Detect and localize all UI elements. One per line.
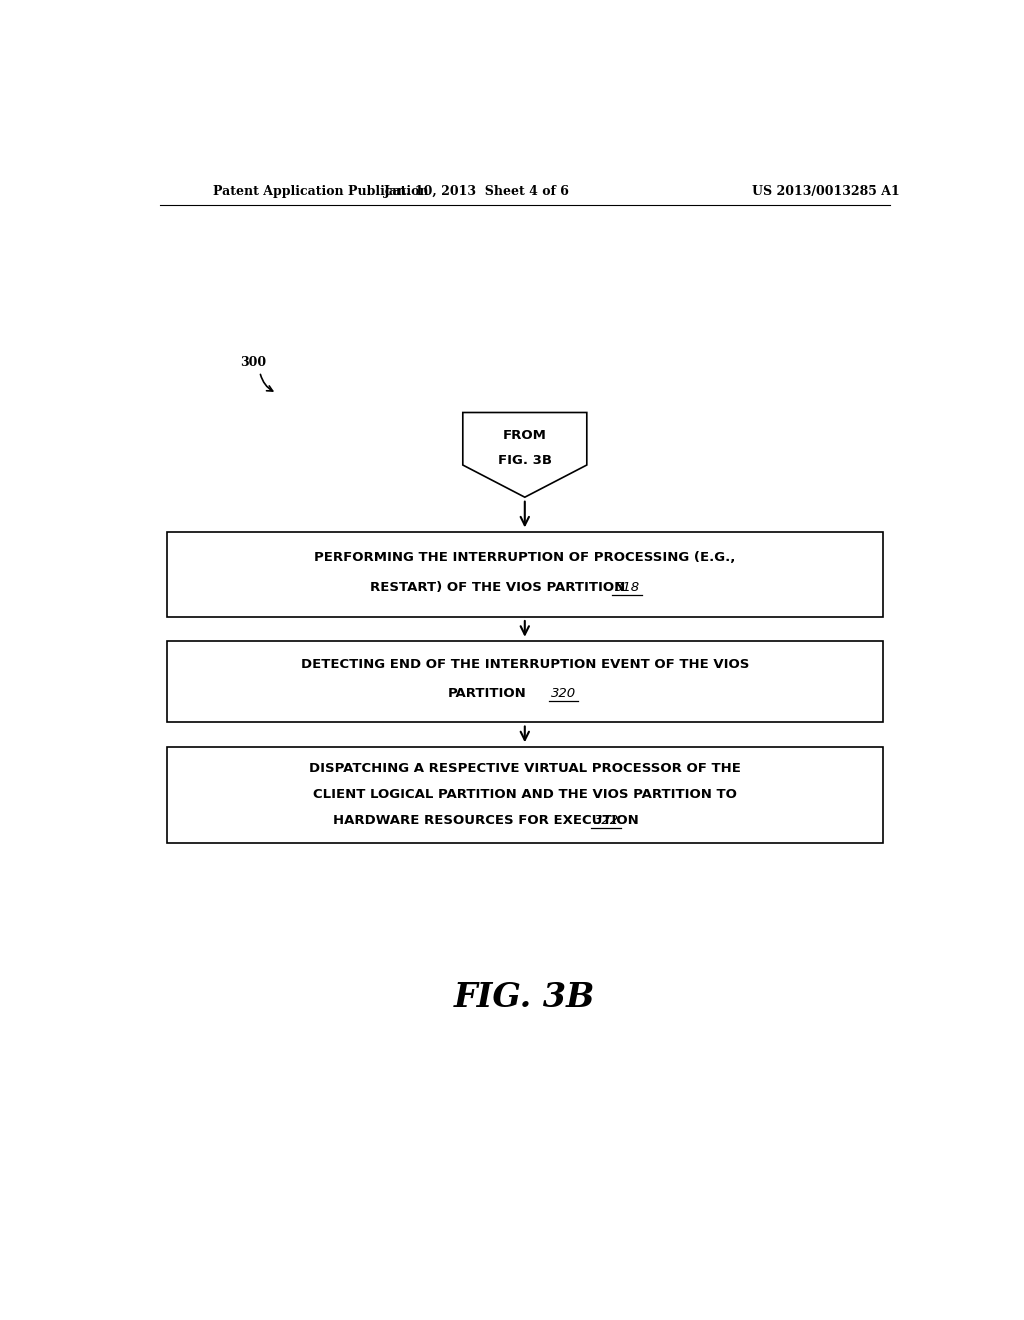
Text: US 2013/0013285 A1: US 2013/0013285 A1 bbox=[752, 185, 899, 198]
Text: Jan. 10, 2013  Sheet 4 of 6: Jan. 10, 2013 Sheet 4 of 6 bbox=[384, 185, 569, 198]
Text: 318: 318 bbox=[614, 581, 640, 594]
FancyBboxPatch shape bbox=[167, 532, 883, 616]
Text: DETECTING END OF THE INTERRUPTION EVENT OF THE VIOS: DETECTING END OF THE INTERRUPTION EVENT … bbox=[301, 657, 749, 671]
Text: 320: 320 bbox=[551, 686, 577, 700]
Text: FROM: FROM bbox=[503, 429, 547, 442]
Text: CLIENT LOGICAL PARTITION AND THE VIOS PARTITION TO: CLIENT LOGICAL PARTITION AND THE VIOS PA… bbox=[313, 788, 736, 801]
FancyBboxPatch shape bbox=[167, 747, 883, 843]
Text: DISPATCHING A RESPECTIVE VIRTUAL PROCESSOR OF THE: DISPATCHING A RESPECTIVE VIRTUAL PROCESS… bbox=[309, 762, 740, 775]
Text: HARDWARE RESOURCES FOR EXECUTION: HARDWARE RESOURCES FOR EXECUTION bbox=[333, 814, 639, 828]
FancyBboxPatch shape bbox=[167, 642, 883, 722]
Polygon shape bbox=[463, 413, 587, 498]
Text: 300: 300 bbox=[241, 356, 266, 370]
Text: PERFORMING THE INTERRUPTION OF PROCESSING (E.G.,: PERFORMING THE INTERRUPTION OF PROCESSIN… bbox=[314, 550, 735, 564]
Text: FIG. 3B: FIG. 3B bbox=[498, 454, 552, 467]
Text: PARTITION: PARTITION bbox=[449, 686, 527, 700]
Text: 322: 322 bbox=[594, 814, 618, 828]
Text: RESTART) OF THE VIOS PARTITION: RESTART) OF THE VIOS PARTITION bbox=[370, 581, 626, 594]
Text: Patent Application Publication: Patent Application Publication bbox=[213, 185, 429, 198]
Text: FIG. 3B: FIG. 3B bbox=[454, 981, 596, 1014]
